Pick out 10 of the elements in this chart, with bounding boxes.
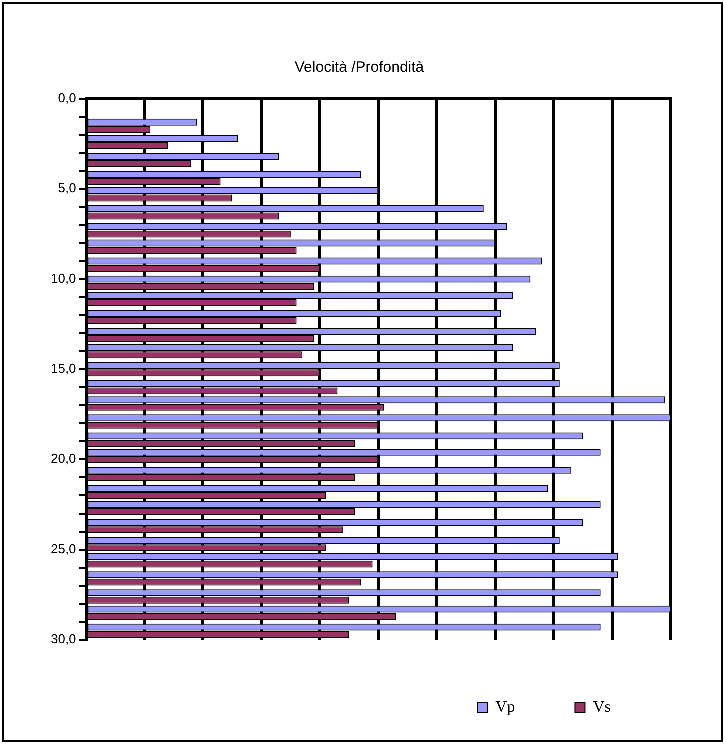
y-tick-label: 25,0	[50, 541, 76, 556]
y-tick-label: 20,0	[50, 451, 76, 466]
y-tick-label: 30,0	[50, 632, 76, 647]
y-tick-label: 5,0	[58, 180, 76, 196]
legend-label: Vp	[496, 699, 516, 716]
y-tick-label: 10,0	[50, 270, 76, 286]
chart-title: Velocità /Profondità	[294, 59, 425, 76]
y-tick-label: 0,0	[58, 90, 76, 106]
legend-label: Vs	[593, 699, 611, 716]
y-tick-label: 15,0	[50, 361, 76, 376]
